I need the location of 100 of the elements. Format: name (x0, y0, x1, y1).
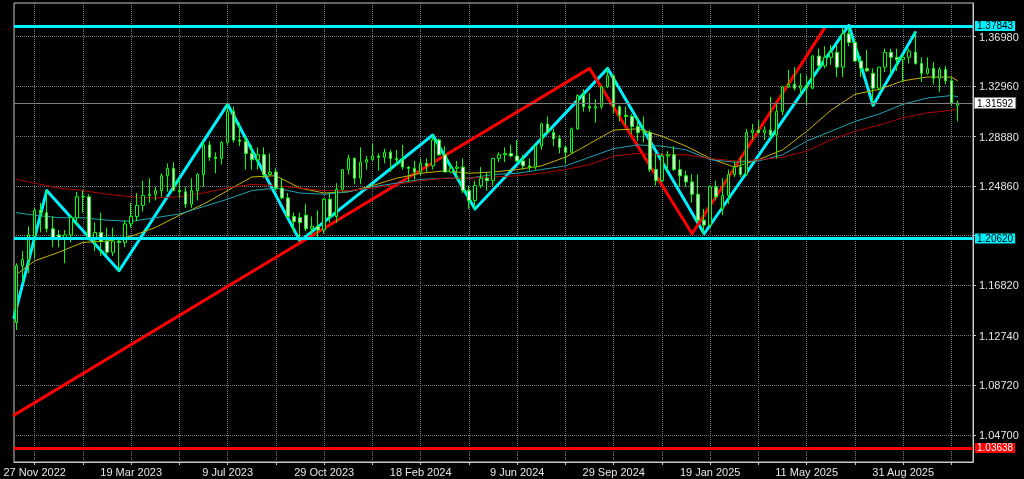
candlestick (648, 129, 652, 173)
candlestick (853, 38, 857, 63)
candlestick (117, 239, 121, 272)
candlestick (630, 113, 634, 135)
ref-line-label: 1.03638 (977, 442, 1014, 454)
candlestick (907, 48, 911, 64)
line-series (16, 76, 958, 275)
candlestick (823, 45, 827, 69)
candlestick (564, 144, 567, 164)
candlestick (190, 177, 193, 209)
candlestick (33, 207, 36, 259)
y-tick-label: 1.24860 (979, 180, 1019, 193)
candlestick (932, 61, 935, 85)
candlestick (708, 185, 712, 227)
candlestick (467, 185, 471, 210)
candlestick (944, 65, 947, 85)
candlestick (377, 153, 380, 172)
candlestick (829, 44, 833, 66)
candlestick (286, 192, 290, 219)
candlestick (129, 202, 133, 229)
candlestick (889, 48, 893, 76)
candlestick (552, 128, 555, 147)
candlestick (214, 151, 217, 174)
candlestick (690, 174, 694, 204)
candlestick (154, 186, 157, 201)
candlestick (141, 180, 145, 213)
candlestick (926, 56, 929, 76)
candlestick (817, 48, 821, 72)
candlestick (238, 122, 241, 147)
candlestick (491, 157, 495, 187)
y-tick-label: 1.36980 (979, 30, 1019, 43)
candlestick (262, 146, 266, 179)
candlestick (87, 193, 91, 241)
candlestick (739, 156, 742, 178)
candlestick (540, 122, 543, 151)
candlestick (757, 119, 760, 135)
candlestick (721, 177, 724, 216)
candlestick (654, 153, 658, 187)
candlestick (666, 150, 670, 172)
candlestick (859, 55, 863, 78)
candlestick (660, 153, 664, 183)
candlestick (135, 192, 139, 222)
candlestick (353, 156, 356, 185)
candlestick (594, 98, 597, 124)
candlestick (310, 215, 314, 236)
candlestick (606, 67, 609, 89)
candlestick (558, 134, 561, 155)
y-tick-label: 1.28880 (979, 130, 1019, 143)
candlestick (588, 92, 591, 113)
candlestick (335, 182, 338, 224)
y-tick-label: 1.08720 (979, 379, 1019, 392)
candlestick (956, 99, 959, 122)
candlestick (576, 93, 579, 131)
candlestick (341, 169, 344, 192)
candlestick (485, 171, 489, 192)
candlestick (365, 155, 368, 171)
candlestick (328, 192, 332, 224)
candlestick (274, 167, 278, 192)
candlestick (733, 160, 736, 178)
candlestick (841, 27, 845, 78)
candlestick (304, 203, 308, 232)
candlestick (69, 214, 73, 243)
candlestick (877, 66, 881, 92)
candlestick (178, 177, 181, 199)
candlestick (745, 128, 748, 177)
candlestick (111, 227, 115, 257)
candlestick (39, 202, 42, 233)
candlestick (347, 154, 350, 176)
candlestick (81, 190, 85, 214)
candlestick (642, 116, 646, 143)
candlestick (503, 146, 507, 163)
candlestick (250, 144, 254, 171)
candlestick (895, 48, 899, 72)
candlestick (624, 106, 628, 126)
candlestick (684, 170, 688, 188)
x-tick-label: 9 Jul 2023 (202, 465, 254, 478)
x-tick-label: 29 Oct 2023 (294, 465, 355, 478)
candlestick (256, 146, 260, 171)
candlestick (395, 149, 398, 167)
candlestick (509, 144, 513, 158)
candlestick (787, 69, 790, 89)
ref-line-label: 1.31592 (977, 97, 1014, 109)
candlestick (166, 162, 169, 193)
candlestick (322, 197, 326, 235)
y-tick-label: 1.32960 (979, 80, 1019, 93)
candlestick (775, 103, 778, 159)
candlestick (148, 177, 151, 204)
y-tick-label: 1.04700 (979, 428, 1019, 441)
candlestick (714, 180, 718, 201)
candlestick (292, 212, 296, 233)
x-tick-label: 31 Aug 2025 (872, 465, 935, 478)
candlestick (389, 149, 392, 173)
candlestick (751, 123, 754, 141)
candlestick (799, 72, 802, 97)
candlestick (27, 225, 30, 274)
candlestick (280, 177, 284, 200)
candlestick (208, 140, 211, 162)
candlestick (521, 154, 525, 171)
candlestick (105, 227, 109, 256)
candlestick (202, 140, 205, 188)
